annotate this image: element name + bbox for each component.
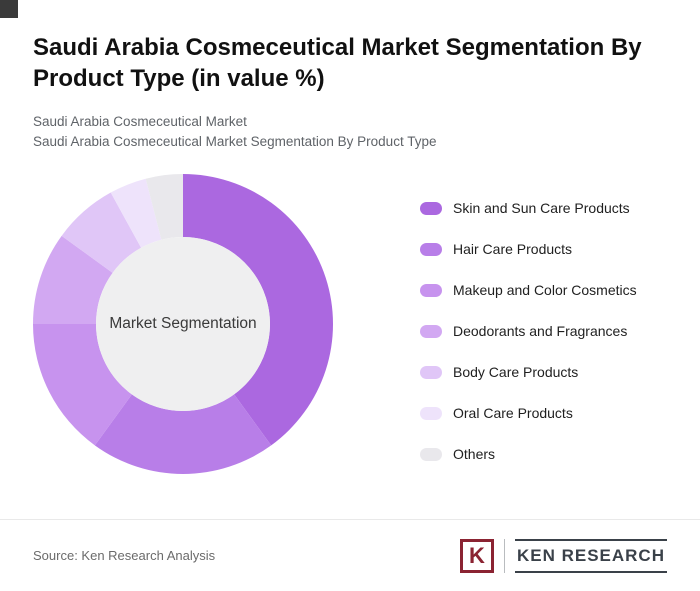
donut-hole xyxy=(96,237,270,411)
legend-item: Others xyxy=(420,446,637,462)
legend-label: Others xyxy=(453,446,496,462)
donut-slice xyxy=(145,174,183,240)
legend-item: Oral Care Products xyxy=(420,405,637,421)
legend-label: Makeup and Color Cosmetics xyxy=(453,282,637,298)
legend-item: Hair Care Products xyxy=(420,241,637,257)
legend-swatch xyxy=(420,406,442,420)
donut-slice xyxy=(33,324,132,446)
page-content: Saudi Arabia Cosmeceutical Market Segmen… xyxy=(33,34,667,487)
chart-legend: Skin and Sun Care Products Hair Care Prod… xyxy=(420,174,637,487)
legend-swatch xyxy=(420,447,442,461)
logo-text: KEN RESEARCH xyxy=(516,545,665,565)
donut-slice xyxy=(61,192,142,273)
logo-k-emblem-icon: K xyxy=(459,538,494,573)
donut-slice xyxy=(183,174,333,446)
logo-text-block: KEN RESEARCH xyxy=(514,538,667,573)
chart-area: Market Segmentation Skin and Sun Care Pr… xyxy=(33,174,667,487)
corner-mark xyxy=(0,0,18,18)
legend-swatch xyxy=(420,201,442,215)
legend-item: Skin and Sun Care Products xyxy=(420,200,637,216)
legend-swatch xyxy=(420,283,442,297)
ken-research-logo: K KEN RESEARCH xyxy=(459,538,667,573)
donut-svg xyxy=(33,174,333,474)
legend-label: Body Care Products xyxy=(453,364,579,380)
legend-item: Body Care Products xyxy=(420,364,637,380)
logo-divider xyxy=(503,538,505,573)
donut-chart: Market Segmentation xyxy=(33,174,333,474)
legend-item: Deodorants and Fragrances xyxy=(420,323,637,339)
page-title: Saudi Arabia Cosmeceutical Market Segmen… xyxy=(33,34,642,92)
legend-label: Deodorants and Fragrances xyxy=(453,323,628,339)
legend-swatch xyxy=(420,324,442,338)
donut-slice xyxy=(110,178,162,248)
legend-label: Hair Care Products xyxy=(453,241,573,257)
legend-label: Skin and Sun Care Products xyxy=(453,200,630,216)
legend-item: Makeup and Color Cosmetics xyxy=(420,282,637,298)
subtitle-line-2: Saudi Arabia Cosmeceutical Market Segmen… xyxy=(33,134,437,149)
donut-slice xyxy=(33,235,113,324)
legend-swatch xyxy=(420,242,442,256)
legend-swatch xyxy=(420,365,442,379)
donut-slice xyxy=(94,394,272,474)
subtitles: Saudi Arabia Cosmeceutical Market Saudi … xyxy=(33,112,667,152)
subtitle-line-1: Saudi Arabia Cosmeceutical Market xyxy=(33,114,247,129)
source-text: Source: Ken Research Analysis xyxy=(33,548,216,563)
legend-label: Oral Care Products xyxy=(453,405,573,421)
footer: Source: Ken Research Analysis K KEN RESE… xyxy=(0,519,700,591)
